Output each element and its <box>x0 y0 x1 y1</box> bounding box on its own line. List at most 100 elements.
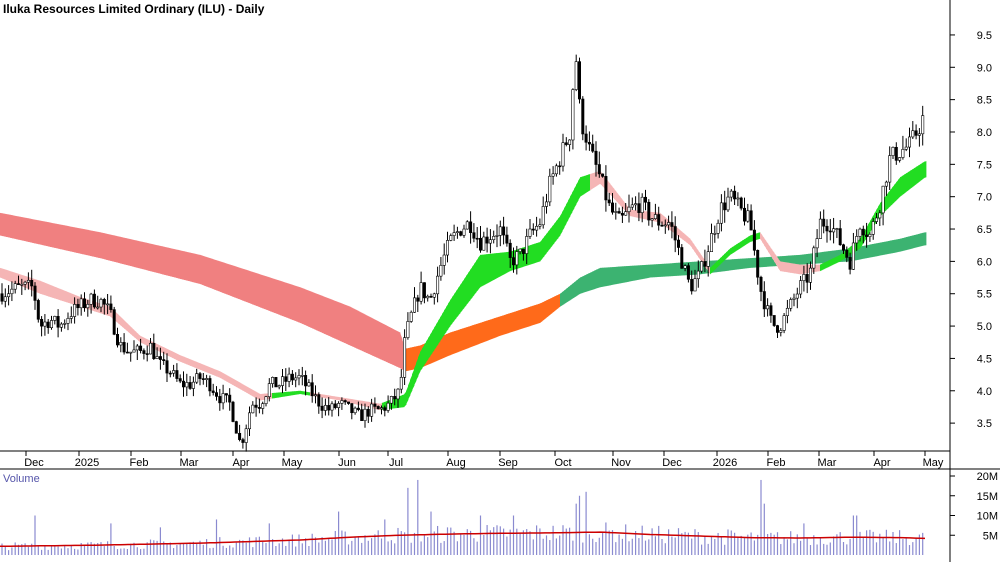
long-ema-ribbon <box>2 213 5 237</box>
long-ema-ribbon <box>392 328 395 366</box>
long-ema-ribbon <box>312 291 315 330</box>
short-ema-ribbon <box>472 263 475 298</box>
short-ema-ribbon <box>556 218 559 241</box>
long-ema-ribbon <box>160 245 163 275</box>
short-ema-ribbon <box>598 170 601 186</box>
candle-body <box>558 165 562 168</box>
long-ema-ribbon <box>190 252 193 282</box>
long-ema-ribbon <box>900 238 903 252</box>
short-ema-ribbon <box>42 281 45 296</box>
candle-body <box>228 394 232 403</box>
short-ema-ribbon <box>444 307 447 336</box>
short-ema-ribbon <box>130 326 133 336</box>
candle-body <box>445 240 449 256</box>
long-ema-ribbon <box>574 280 577 298</box>
long-ema-ribbon <box>828 251 831 263</box>
short-ema-ribbon <box>366 401 369 408</box>
candle-body <box>165 360 169 374</box>
long-ema-ribbon <box>40 220 43 246</box>
short-ema-ribbon <box>772 249 775 262</box>
long-ema-ribbon <box>274 278 277 314</box>
short-ema-ribbon <box>290 391 293 396</box>
candle-body <box>396 388 400 400</box>
long-ema-ribbon <box>24 217 27 242</box>
long-ema-ribbon <box>608 267 611 286</box>
candle-body <box>749 210 753 231</box>
volume-tick-label: 10M <box>977 511 998 523</box>
candle-body <box>686 265 690 280</box>
long-ema-ribbon <box>454 330 457 354</box>
x-tick-label: Oct <box>554 457 571 469</box>
long-ema-ribbon <box>46 221 49 247</box>
long-ema-ribbon <box>156 244 159 274</box>
short-ema-ribbon <box>38 280 41 294</box>
short-ema-ribbon <box>710 265 713 275</box>
candle-body <box>290 373 294 381</box>
long-ema-ribbon <box>564 288 567 305</box>
candle-body <box>601 173 605 177</box>
candle-body <box>789 299 793 309</box>
short-ema-ribbon <box>220 371 223 379</box>
long-ema-ribbon <box>30 218 33 243</box>
long-ema-ribbon <box>14 215 17 240</box>
long-ema-ribbon <box>598 267 601 288</box>
short-ema-ribbon <box>578 177 581 201</box>
candle-body <box>515 251 519 266</box>
short-ema-ribbon <box>464 276 467 308</box>
short-ema-ribbon <box>730 247 733 255</box>
long-ema-ribbon <box>228 263 231 296</box>
long-ema-ribbon <box>106 233 109 261</box>
candle-body <box>485 236 489 244</box>
long-ema-ribbon <box>70 226 73 252</box>
short-ema-ribbon <box>920 163 923 182</box>
short-ema-ribbon <box>536 242 539 263</box>
short-ema-ribbon <box>568 196 571 220</box>
short-ema-ribbon <box>200 363 203 371</box>
x-tick-label: 2025 <box>75 457 99 469</box>
short-ema-ribbon <box>488 253 491 283</box>
long-ema-ribbon <box>10 214 13 239</box>
candle-body <box>152 342 156 359</box>
candle-body <box>911 130 915 138</box>
long-ema-ribbon <box>120 236 123 264</box>
short-ema-ribbon <box>496 252 499 279</box>
long-ema-ribbon <box>506 313 509 334</box>
candle-body <box>149 342 153 355</box>
long-ema-ribbon <box>170 248 173 277</box>
long-ema-ribbon <box>162 246 165 275</box>
long-ema-ribbon <box>304 288 307 326</box>
long-ema-ribbon <box>386 325 389 363</box>
long-ema-ribbon <box>860 246 863 260</box>
long-ema-ribbon <box>398 331 401 369</box>
short-ema-ribbon <box>566 200 569 224</box>
candle-body <box>436 275 440 295</box>
short-ema-ribbon <box>60 288 63 301</box>
long-ema-ribbon <box>638 265 641 280</box>
long-ema-ribbon <box>924 232 927 246</box>
long-ema-ribbon <box>198 254 201 285</box>
candle-body <box>188 382 192 389</box>
long-ema-ribbon <box>490 318 493 340</box>
candle-body <box>518 248 522 252</box>
short-ema-ribbon <box>570 192 573 217</box>
candle-body <box>36 300 40 320</box>
candle-body <box>439 265 443 277</box>
short-ema-ribbon <box>8 270 11 282</box>
candle-body <box>808 267 812 283</box>
short-ema-ribbon <box>486 254 489 285</box>
candle-body <box>511 257 515 266</box>
long-ema-ribbon <box>42 221 45 246</box>
long-ema-ribbon <box>262 274 265 309</box>
candle-body <box>624 211 628 216</box>
short-ema-ribbon <box>68 292 71 304</box>
candle-body <box>49 320 53 328</box>
long-ema-ribbon <box>554 295 557 312</box>
short-ema-ribbon <box>118 314 121 325</box>
long-ema-ribbon <box>614 266 617 285</box>
long-ema-ribbon <box>734 259 737 270</box>
short-ema-ribbon <box>778 258 781 272</box>
short-ema-ribbon <box>504 252 507 275</box>
candle-body <box>650 218 654 221</box>
long-ema-ribbon <box>334 300 337 340</box>
short-ema-ribbon <box>818 264 821 272</box>
